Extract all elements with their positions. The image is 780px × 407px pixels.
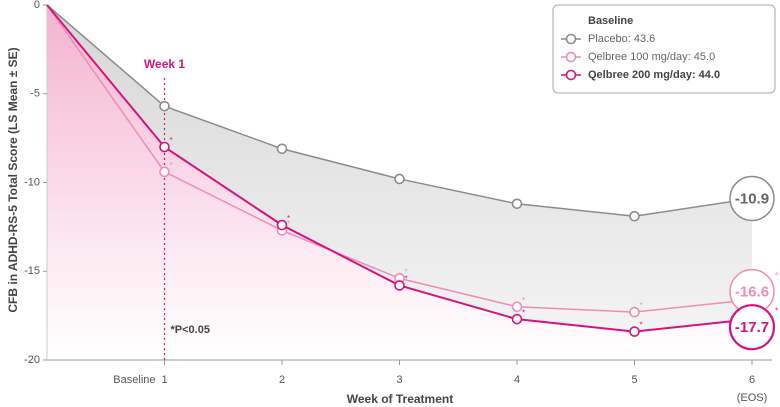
point bbox=[394, 280, 405, 291]
legend-box bbox=[552, 4, 776, 94]
significance-marker: * bbox=[640, 301, 643, 310]
y-tick-label: -10 bbox=[24, 176, 40, 188]
highlight-label: Week 1 bbox=[144, 57, 185, 71]
significance-marker: * bbox=[170, 161, 173, 170]
x-tick-label: 2 bbox=[279, 374, 285, 386]
point bbox=[159, 166, 170, 178]
point bbox=[511, 313, 523, 325]
x-tick-label: Baseline bbox=[113, 374, 155, 386]
point bbox=[629, 306, 640, 318]
legend-label: Qelbree 100 mg/day: 45.0 bbox=[588, 51, 715, 63]
y-axis-title: CFB in ADHD-RS-5 Total Score (LS Mean ± … bbox=[6, 47, 20, 312]
x-tick-label: 3 bbox=[396, 374, 402, 386]
point bbox=[159, 141, 170, 153]
end-label-circle bbox=[728, 304, 776, 351]
significance-marker: * bbox=[640, 321, 643, 330]
point bbox=[511, 301, 523, 313]
y-tick-label: -15 bbox=[24, 265, 40, 277]
x-axis-title: Week of Treatment bbox=[347, 392, 453, 406]
point bbox=[629, 210, 640, 222]
point bbox=[394, 173, 405, 185]
x-tick-label: 5 bbox=[631, 374, 637, 386]
y-tick-label: -20 bbox=[24, 354, 40, 366]
shading bbox=[47, 5, 752, 332]
x-tick-label: 4 bbox=[514, 374, 520, 386]
significance-marker: * bbox=[775, 306, 778, 315]
end-label: -16.6 bbox=[735, 284, 769, 301]
legend-marker bbox=[565, 69, 577, 81]
end-label-circle bbox=[729, 175, 775, 222]
point bbox=[276, 143, 288, 155]
significance-marker: * bbox=[405, 275, 408, 284]
legend-title: Baseline bbox=[588, 15, 633, 27]
legend-label: Qelbree 200 mg/day: 44.0 bbox=[588, 69, 720, 81]
point bbox=[276, 219, 288, 231]
x-tick-label: 1 bbox=[161, 374, 167, 386]
point bbox=[159, 100, 170, 112]
shading bbox=[47, 5, 752, 360]
footnote: *P<0.05 bbox=[171, 324, 210, 336]
significance-marker: * bbox=[522, 296, 525, 305]
y-tick-label: -5 bbox=[30, 88, 40, 100]
significance-marker: * bbox=[170, 136, 173, 145]
point bbox=[511, 198, 523, 210]
significance-marker: * bbox=[775, 271, 778, 280]
significance-marker: * bbox=[405, 267, 408, 276]
y-tick-label: 0 bbox=[34, 0, 40, 11]
significance-marker: * bbox=[287, 220, 290, 229]
end-label: -10.9 bbox=[735, 190, 769, 207]
significance-marker: * bbox=[522, 308, 525, 317]
x-tick-label: 6 bbox=[749, 374, 755, 386]
x-note: (EOS) bbox=[737, 392, 768, 404]
end-label: -17.7 bbox=[735, 319, 769, 336]
point bbox=[629, 326, 640, 337]
legend-label: Placebo: 43.6 bbox=[588, 33, 655, 45]
significance-marker: * bbox=[287, 214, 290, 223]
legend-marker bbox=[565, 51, 577, 63]
legend-marker bbox=[565, 33, 577, 45]
